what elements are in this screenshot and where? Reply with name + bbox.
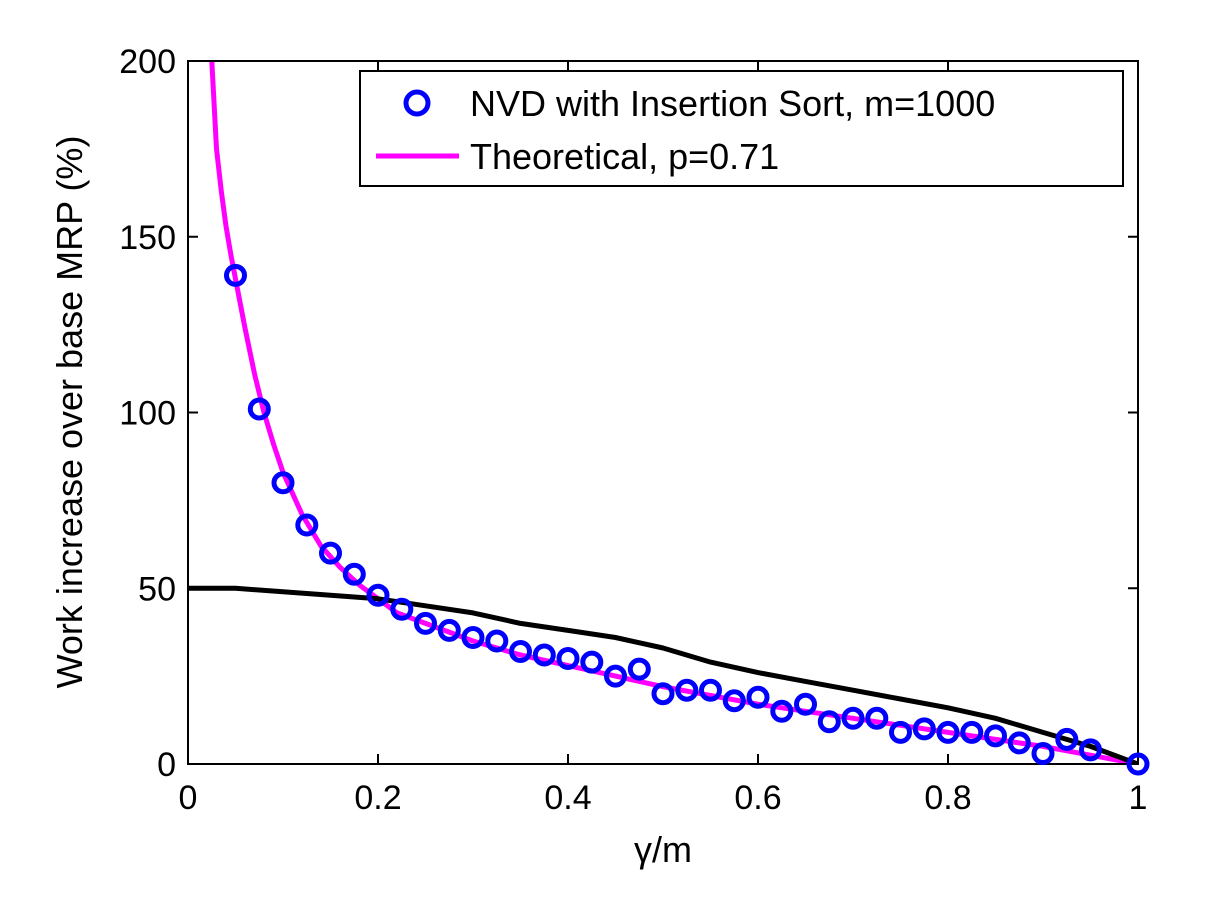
data-point bbox=[295, 513, 319, 537]
series-line-1 bbox=[209, 61, 1138, 764]
data-point bbox=[604, 664, 627, 688]
data-point bbox=[1007, 731, 1031, 755]
data-point bbox=[984, 724, 1007, 748]
y-tick-label: 0 bbox=[157, 746, 176, 784]
x-tick-label: 1 bbox=[1129, 779, 1148, 817]
data-point bbox=[1031, 742, 1055, 765]
x-tick-label: 0.8 bbox=[924, 779, 971, 817]
y-tick-label: 50 bbox=[138, 570, 176, 608]
data-point bbox=[794, 692, 817, 716]
data-point bbox=[319, 541, 342, 565]
data-point bbox=[841, 706, 865, 730]
data-point bbox=[912, 717, 936, 741]
data-point bbox=[889, 720, 912, 744]
data-point bbox=[936, 720, 960, 744]
data-point bbox=[390, 597, 414, 621]
data-point bbox=[817, 710, 841, 734]
data-point bbox=[580, 650, 604, 674]
data-point bbox=[509, 640, 532, 663]
data-point bbox=[627, 657, 651, 681]
y-axis-label: Work increase over base MRP (%) bbox=[49, 136, 90, 689]
data-point bbox=[770, 699, 794, 723]
data-point bbox=[651, 682, 675, 706]
x-tick-label: 0.2 bbox=[354, 779, 401, 817]
y-tick-label: 150 bbox=[119, 219, 176, 257]
data-point bbox=[722, 689, 746, 713]
x-tick-label: 0.4 bbox=[544, 779, 591, 817]
legend-box bbox=[359, 70, 1124, 187]
legend-marker-nvd bbox=[403, 89, 431, 117]
data-point bbox=[224, 263, 247, 287]
x-tick-label: 0.6 bbox=[734, 779, 781, 817]
data-point bbox=[1126, 752, 1150, 776]
data-point bbox=[746, 685, 770, 709]
data-point bbox=[556, 647, 580, 670]
data-point bbox=[437, 618, 461, 642]
data-point bbox=[461, 626, 485, 649]
data-point bbox=[675, 678, 699, 702]
data-point bbox=[699, 678, 722, 702]
data-point bbox=[865, 706, 889, 730]
data-point bbox=[960, 720, 984, 744]
data-point bbox=[342, 562, 366, 586]
data-point bbox=[247, 397, 271, 421]
x-axis-label: γ/m bbox=[634, 829, 692, 870]
legend-label-nvd: NVD with Insertion Sort, m=1000 bbox=[470, 83, 995, 124]
data-point bbox=[1079, 738, 1102, 762]
data-point bbox=[366, 583, 390, 607]
data-point bbox=[271, 471, 295, 495]
legend-label-theoretical: Theoretical, p=0.71 bbox=[470, 136, 779, 177]
x-tick-label: 0 bbox=[179, 779, 198, 817]
data-point bbox=[1055, 727, 1079, 751]
y-tick-label: 200 bbox=[119, 43, 176, 81]
y-tick-label: 100 bbox=[119, 395, 176, 433]
data-point bbox=[414, 611, 437, 635]
data-point bbox=[485, 629, 509, 653]
legend: NVD with Insertion Sort, m=1000 Theoreti… bbox=[359, 70, 1124, 187]
series-line-2 bbox=[188, 585, 1138, 764]
data-point bbox=[532, 643, 556, 667]
